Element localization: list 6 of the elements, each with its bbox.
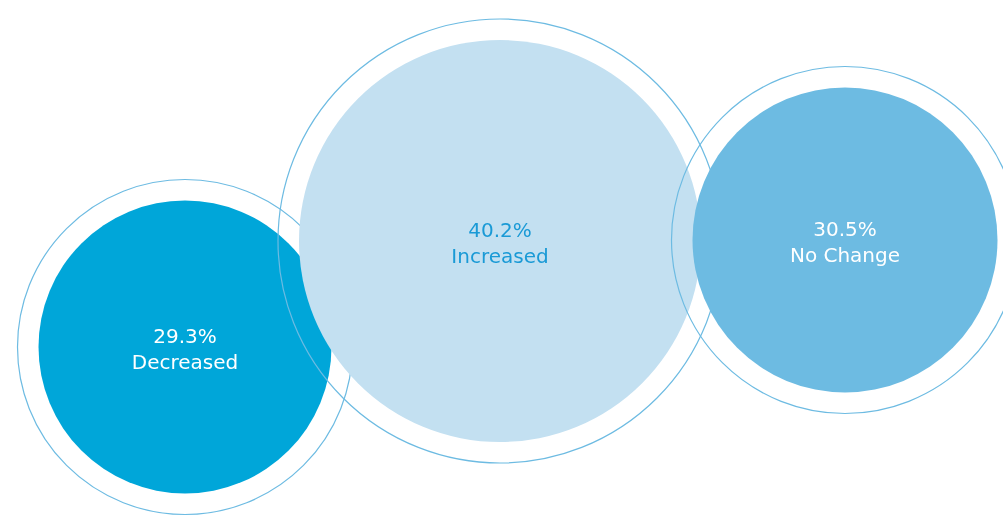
- category-label: No Change: [789, 243, 901, 267]
- data-label: 30.5%: [813, 217, 877, 241]
- data-label: 40.2%: [468, 218, 532, 242]
- category-label: Increased: [451, 244, 549, 268]
- data-label: 29.3%: [153, 324, 217, 348]
- category-label: Decreased: [131, 350, 239, 374]
